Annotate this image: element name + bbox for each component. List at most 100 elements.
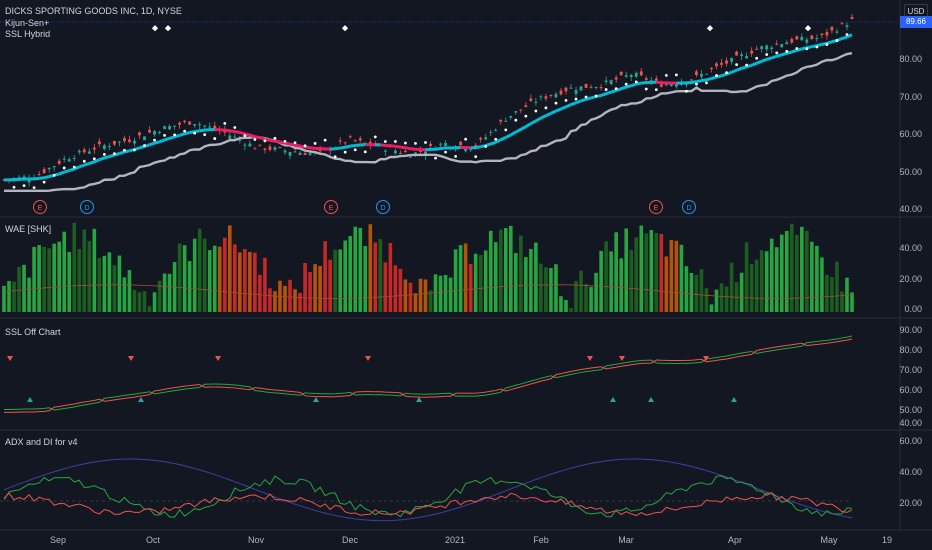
wae-bar [438, 275, 443, 312]
wae-bar [288, 279, 292, 312]
wae-bar [584, 284, 588, 312]
wae-bar [815, 245, 819, 312]
ssl-trail-dot [574, 97, 578, 101]
ssl-trail-dot [203, 133, 207, 137]
ssl-trail-dot [564, 99, 568, 102]
candle-body [238, 139, 242, 141]
candle-body [644, 78, 648, 80]
indicator-kijun-label[interactable]: Kijun-Sen+ [5, 18, 50, 28]
wae-bar [338, 249, 342, 312]
wae-bar [253, 252, 257, 312]
wae-tick-20: 20.00 [899, 274, 922, 284]
candle-body [243, 144, 247, 146]
ssl-trail-dot [685, 89, 688, 93]
wae-bar [393, 265, 398, 312]
ssl-baseline-segment [159, 138, 166, 144]
ssl-trail-dot [494, 137, 498, 141]
candle-body [258, 144, 262, 146]
candle-body [363, 142, 367, 144]
ssl-baseline-segment [68, 167, 75, 173]
wae-bar [453, 249, 458, 312]
candle-body [278, 147, 282, 149]
wae-bar [759, 250, 764, 312]
candle-body [840, 23, 844, 25]
wae-bar [122, 277, 127, 312]
x-label-mar: Mar [618, 535, 634, 545]
wae-bar [212, 245, 217, 312]
ssl-baseline-segment [535, 116, 542, 123]
adx-title[interactable]: ADX and DI for v4 [5, 437, 78, 447]
ssl-baseline-segment [475, 145, 481, 150]
candle-body [193, 124, 197, 126]
indicator-ssl-label[interactable]: SSL Hybrid [5, 29, 51, 39]
wae-bar [709, 304, 714, 312]
candle-body [253, 148, 257, 150]
wae-bar [724, 286, 729, 312]
candle-body [730, 57, 733, 62]
x-label-nov: Nov [247, 535, 265, 545]
adx-line [3, 458, 853, 522]
wae-bar [448, 277, 453, 312]
candle-body [87, 151, 91, 154]
dividend-marker [376, 200, 390, 214]
signal-diamond [804, 25, 812, 32]
wae-bar [142, 291, 147, 312]
wae-bar [47, 248, 51, 312]
candle-body [469, 148, 473, 151]
candle-body [97, 141, 101, 145]
wae-bar [795, 234, 799, 312]
wae-bar [634, 237, 639, 312]
dividend-label: D [380, 205, 385, 212]
candle-body [725, 60, 728, 64]
candle-body [589, 87, 593, 89]
ssl-title[interactable]: SSL Off Chart [5, 327, 61, 337]
ssl-trail-dot [223, 122, 227, 125]
wae-bar [503, 228, 508, 312]
candle-body [745, 56, 749, 59]
candle-body [47, 167, 51, 170]
candle-body [348, 136, 352, 138]
candle-body [188, 121, 192, 125]
wae-bar [403, 279, 408, 312]
ssl-baseline-segment [350, 143, 356, 148]
ssl-baseline-segment [510, 130, 517, 137]
candle-body [564, 87, 568, 92]
ssl-up-line [3, 335, 853, 411]
ssl-baseline-segment [93, 158, 100, 164]
ssl-baseline-segment [530, 119, 537, 125]
candle-body [750, 50, 754, 54]
candle-body [664, 84, 668, 86]
ssl-trail-dot [353, 148, 357, 152]
wae-bar [92, 228, 97, 312]
candle-body [659, 84, 663, 87]
ssl-trail-dot [42, 180, 46, 184]
wae-bar [273, 291, 277, 312]
ssl-baseline-segment [731, 68, 738, 74]
ssl-sell-arrow [587, 356, 593, 361]
wae-bar [293, 289, 297, 312]
adx-tick-20: 20.00 [899, 498, 922, 508]
wae-title[interactable]: WAE [SHK] [5, 224, 52, 234]
candle-body [830, 26, 834, 31]
wae-bar [549, 268, 553, 312]
wae-bar [408, 282, 413, 312]
wae-bar [468, 264, 473, 312]
ssl-trail-dot [293, 141, 297, 145]
candle-body [82, 149, 86, 153]
ssl-trail-dot [333, 155, 337, 159]
wae-bar [704, 288, 709, 312]
wae-bar [313, 264, 317, 312]
ssl-baseline-segment [610, 89, 617, 94]
candle-body [303, 153, 307, 155]
candle-body [464, 148, 468, 152]
ssl-trail-dot [664, 73, 668, 77]
candle-body [705, 73, 708, 75]
ssl-trail-dot [193, 131, 197, 135]
ssl-baseline-segment [550, 109, 557, 115]
candle-body [27, 178, 31, 183]
symbol-title: DICKS SPORTING GOODS INC, 1D, NYSE [5, 6, 182, 16]
candle-body [569, 87, 573, 89]
ssl-trail-dot [695, 82, 698, 86]
